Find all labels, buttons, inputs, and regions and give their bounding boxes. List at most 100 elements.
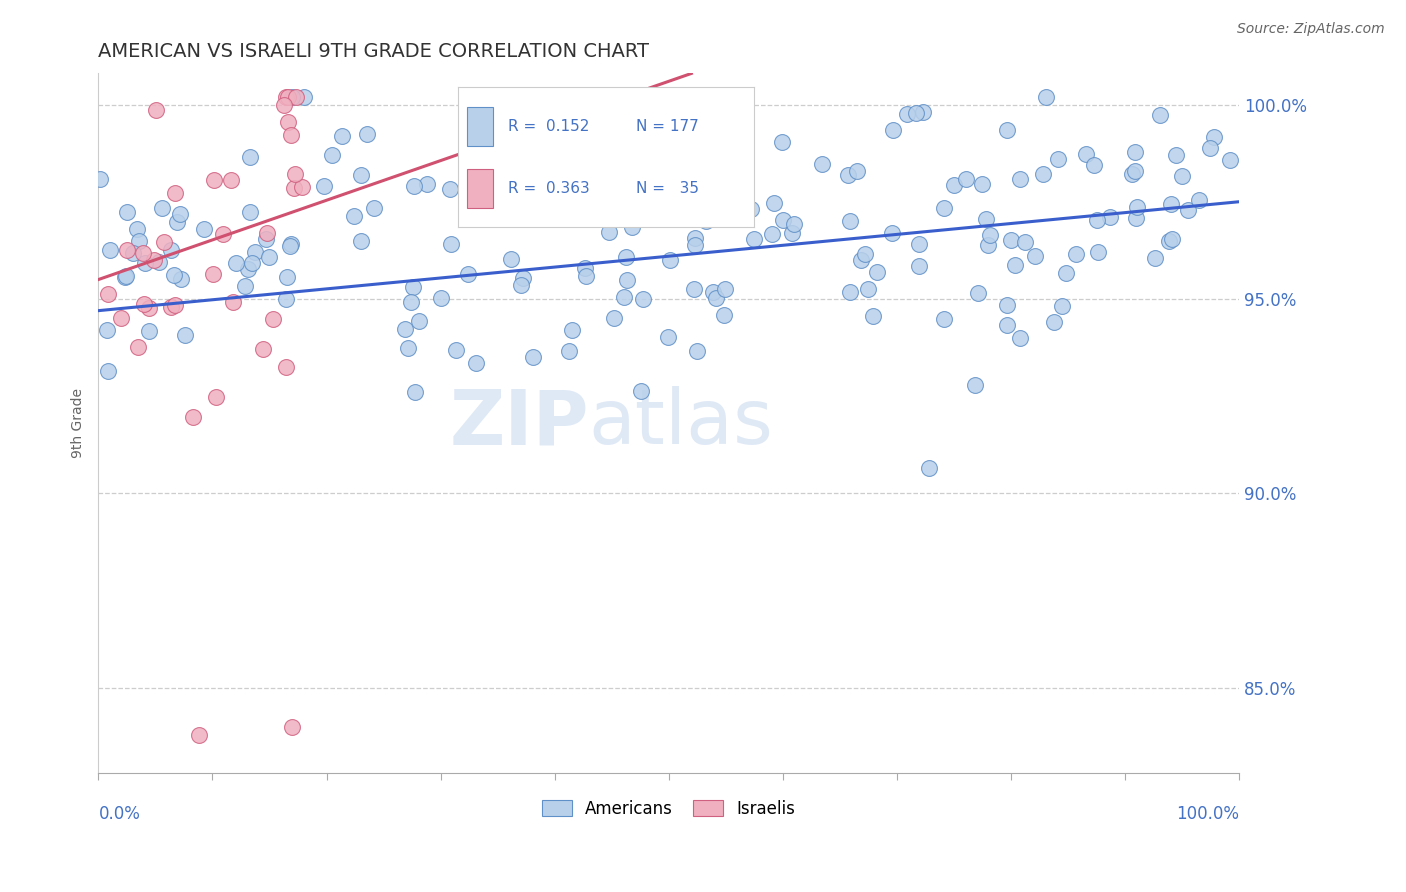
Point	[782, 217, 804, 231]
Point	[598, 225, 620, 239]
Point	[995, 122, 1018, 136]
Point	[440, 237, 463, 252]
Point	[363, 201, 385, 215]
Point	[166, 215, 188, 229]
Point	[1171, 169, 1194, 184]
Point	[657, 330, 679, 344]
Point	[163, 298, 186, 312]
Point	[685, 231, 707, 245]
Point	[211, 227, 233, 241]
Point	[281, 720, 304, 734]
Point	[955, 172, 977, 186]
Point	[851, 253, 873, 268]
Point	[567, 126, 589, 140]
Point	[277, 115, 299, 129]
Point	[683, 238, 706, 252]
Point	[312, 179, 335, 194]
Point	[683, 281, 706, 295]
Point	[1126, 200, 1149, 214]
Point	[280, 128, 302, 143]
Point	[882, 226, 904, 240]
Text: atlas: atlas	[589, 386, 773, 460]
Point	[866, 265, 889, 279]
Point	[1161, 232, 1184, 246]
Point	[588, 89, 610, 103]
Point	[100, 243, 122, 257]
Point	[399, 295, 422, 310]
Point	[169, 272, 191, 286]
Point	[202, 173, 225, 187]
Point	[967, 285, 990, 300]
Point	[239, 150, 262, 164]
Point	[626, 130, 648, 145]
Point	[610, 112, 633, 126]
Point	[896, 107, 918, 121]
Point	[132, 246, 155, 260]
Point	[616, 273, 638, 287]
Point	[256, 226, 278, 240]
Legend: Americans, Israelis: Americans, Israelis	[536, 793, 801, 824]
Point	[243, 245, 266, 260]
Point	[1121, 167, 1143, 181]
Point	[630, 384, 652, 398]
Point	[574, 137, 596, 152]
Point	[276, 292, 298, 306]
Point	[273, 98, 295, 112]
Point	[1054, 266, 1077, 280]
Point	[853, 246, 876, 260]
Point	[165, 186, 187, 200]
Point	[713, 308, 735, 322]
Point	[1000, 233, 1022, 247]
Point	[174, 328, 197, 343]
Point	[742, 232, 765, 246]
Point	[96, 323, 118, 337]
Point	[343, 209, 366, 223]
Point	[205, 391, 228, 405]
Point	[457, 267, 479, 281]
Point	[402, 280, 425, 294]
Point	[1004, 259, 1026, 273]
Point	[89, 171, 111, 186]
Point	[1024, 249, 1046, 263]
Point	[970, 177, 993, 191]
Point	[1052, 299, 1074, 313]
Point	[97, 286, 120, 301]
Point	[495, 185, 517, 199]
Point	[558, 344, 581, 359]
Point	[276, 359, 298, 374]
Point	[1159, 234, 1181, 248]
Point	[283, 181, 305, 195]
Point	[430, 291, 453, 305]
Point	[115, 243, 138, 257]
Point	[1035, 89, 1057, 103]
Point	[561, 323, 583, 337]
Point	[591, 179, 613, 194]
Point	[963, 378, 986, 392]
Point	[912, 104, 935, 119]
Point	[1046, 153, 1069, 167]
Point	[1164, 148, 1187, 162]
Point	[603, 311, 626, 326]
Point	[416, 177, 439, 191]
Point	[257, 250, 280, 264]
Point	[839, 285, 862, 300]
Point	[574, 260, 596, 275]
Point	[647, 179, 669, 194]
Text: 0.0%: 0.0%	[98, 805, 141, 823]
Point	[201, 268, 224, 282]
Point	[291, 180, 314, 194]
Point	[1177, 203, 1199, 218]
Point	[281, 90, 304, 104]
Point	[1032, 167, 1054, 181]
Point	[499, 170, 522, 185]
Point	[1188, 194, 1211, 208]
Point	[882, 122, 904, 136]
Point	[512, 271, 534, 285]
Point	[686, 344, 709, 359]
Point	[402, 178, 425, 193]
Point	[280, 237, 302, 252]
Point	[943, 178, 966, 192]
Point	[1144, 251, 1167, 265]
Point	[110, 311, 132, 326]
Point	[160, 243, 183, 257]
